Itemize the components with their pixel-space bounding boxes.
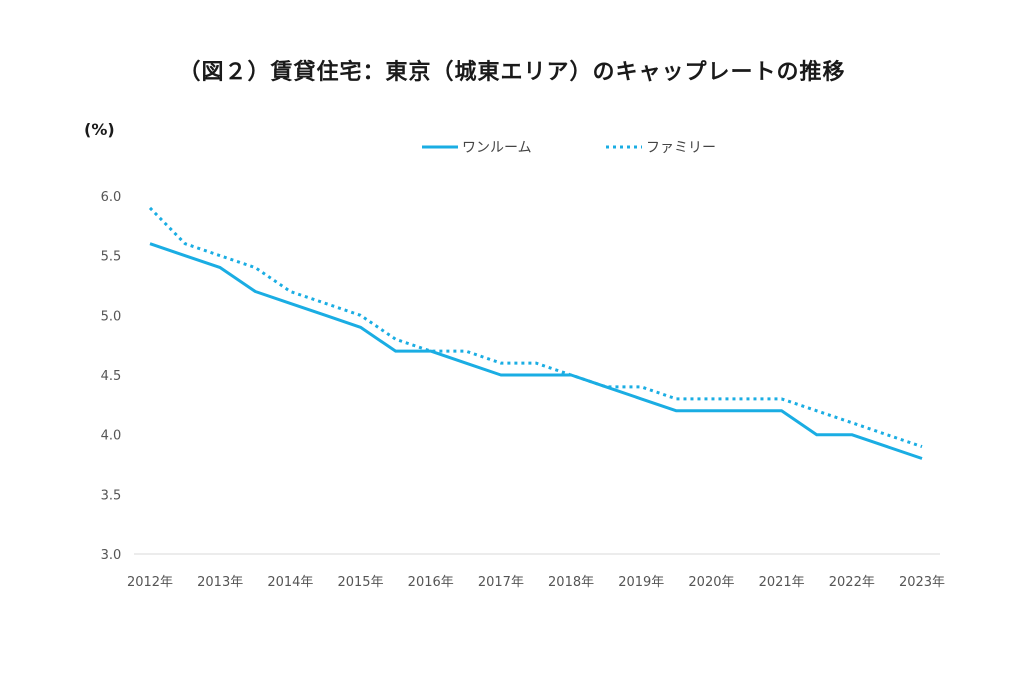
legend-label: ファミリー: [646, 140, 716, 156]
x-tick-label: 2013年: [197, 575, 243, 590]
y-axis-ticks: 6.0 5.5 5.0 4.5 4.0 3.5 3.0: [101, 190, 122, 563]
y-tick-label: 5.0: [101, 309, 122, 324]
series-layer: [148, 206, 923, 460]
y-tick-label: 5.5: [101, 250, 122, 265]
x-tick-label: 2015年: [337, 575, 383, 590]
y-axis-unit-label: (%): [84, 120, 115, 139]
y-tick-label: 4.0: [101, 429, 122, 444]
legend: ワンルーム ファミリー: [422, 140, 716, 156]
x-tick-label: 2023年: [899, 575, 945, 590]
x-tick-label: 2014年: [267, 575, 313, 590]
series-line-family: [148, 206, 923, 449]
x-tick-label: 2016年: [408, 575, 454, 590]
y-tick-label: 3.5: [101, 488, 122, 503]
x-tick-label: 2018年: [548, 575, 594, 590]
y-tick-label: 3.0: [101, 548, 122, 563]
y-tick-label: 6.0: [101, 190, 122, 205]
x-tick-label: 2019年: [618, 575, 664, 590]
chart-title: （図２）賃貸住宅：東京（城東エリア）のキャップレートの推移: [178, 60, 846, 85]
x-axis-ticks: 2012年 2013年 2014年 2015年 2016年 2017年 2018年 2019年…: [127, 575, 945, 590]
x-tick-label: 2021年: [759, 575, 805, 590]
x-tick-label: 2022年: [829, 575, 875, 590]
y-tick-label: 4.5: [101, 369, 122, 384]
x-tick-label: 2017年: [478, 575, 524, 590]
x-tick-label: 2020年: [688, 575, 734, 590]
legend-label: ワンルーム: [462, 140, 532, 156]
series-line-one-room: [149, 242, 923, 460]
x-tick-label: 2012年: [127, 575, 173, 590]
